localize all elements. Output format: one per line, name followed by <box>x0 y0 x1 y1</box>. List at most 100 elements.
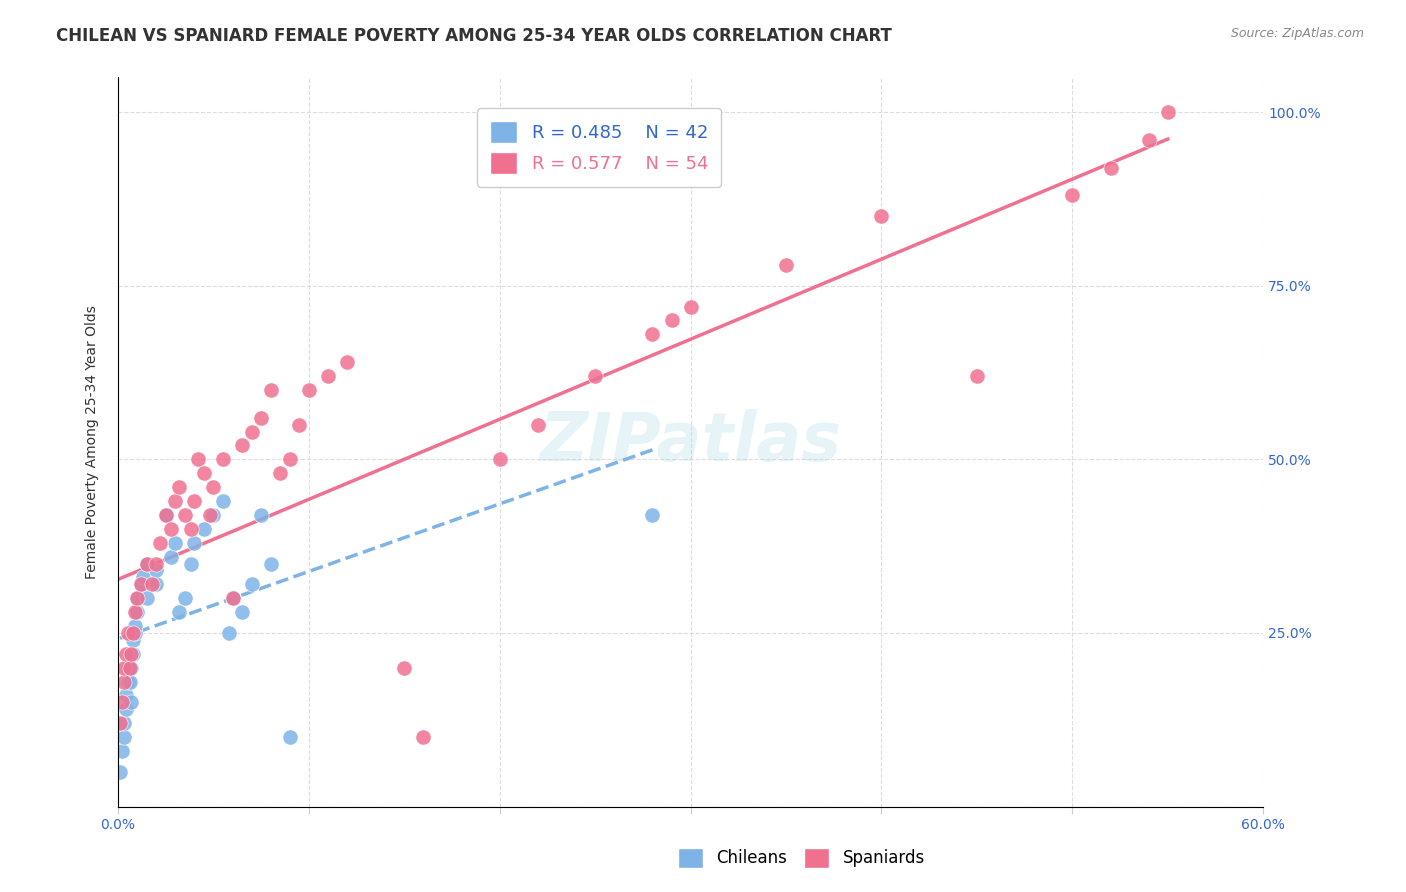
Point <box>120 695 142 709</box>
Point <box>240 425 263 439</box>
Point <box>180 557 202 571</box>
Point <box>120 647 142 661</box>
Point <box>145 557 167 571</box>
Legend: R = 0.485    N = 42, R = 0.577    N = 54: R = 0.485 N = 42, R = 0.577 N = 54 <box>478 108 721 186</box>
Point <box>278 452 301 467</box>
Point <box>127 605 149 619</box>
Point <box>278 730 301 744</box>
Y-axis label: Female Poverty Among 25-34 Year Olds: Female Poverty Among 25-34 Year Olds <box>86 305 100 579</box>
Point <box>336 355 359 369</box>
Point <box>114 702 136 716</box>
Point <box>394 661 416 675</box>
Point <box>117 626 139 640</box>
Text: ZIPatlas: ZIPatlas <box>540 409 842 475</box>
Point <box>141 577 163 591</box>
Point <box>488 452 510 467</box>
Point <box>1157 105 1180 120</box>
Point <box>112 730 135 744</box>
Point <box>288 417 311 432</box>
Point <box>183 494 205 508</box>
Point <box>218 626 240 640</box>
Point <box>108 716 131 731</box>
Point <box>269 467 291 481</box>
Point <box>187 452 209 467</box>
Point <box>1099 161 1122 175</box>
Point <box>124 619 146 633</box>
Point <box>260 383 283 397</box>
Point <box>412 730 434 744</box>
Point <box>212 452 235 467</box>
Point <box>160 522 183 536</box>
Point <box>202 508 225 522</box>
Point <box>250 410 273 425</box>
Point <box>231 605 253 619</box>
Point <box>298 383 321 397</box>
Text: Source: ZipAtlas.com: Source: ZipAtlas.com <box>1230 27 1364 40</box>
Point <box>221 591 243 606</box>
Point <box>108 764 131 779</box>
Point <box>661 313 683 327</box>
Point <box>132 570 155 584</box>
Point <box>112 661 135 675</box>
Point <box>870 210 893 224</box>
Point <box>145 564 167 578</box>
Point <box>193 522 215 536</box>
Point <box>180 522 202 536</box>
Point <box>122 632 145 647</box>
Point <box>124 605 146 619</box>
Point <box>167 480 190 494</box>
Text: CHILEAN VS SPANIARD FEMALE POVERTY AMONG 25-34 YEAR OLDS CORRELATION CHART: CHILEAN VS SPANIARD FEMALE POVERTY AMONG… <box>56 27 893 45</box>
Point <box>1137 133 1160 147</box>
Point <box>260 557 283 571</box>
Point <box>527 417 550 432</box>
Point <box>111 695 134 709</box>
Legend: Chileans, Spaniards: Chileans, Spaniards <box>672 841 931 875</box>
Point <box>250 508 273 522</box>
Point <box>165 535 187 549</box>
Point <box>165 494 187 508</box>
Point <box>155 508 177 522</box>
Point <box>231 438 253 452</box>
Point <box>135 557 157 571</box>
Point <box>183 535 205 549</box>
Point <box>173 508 195 522</box>
Point <box>129 577 152 591</box>
Point <box>129 577 152 591</box>
Point <box>1062 188 1084 202</box>
Point <box>117 674 139 689</box>
Point <box>118 661 141 675</box>
Point <box>641 508 664 522</box>
Point <box>155 508 177 522</box>
Point <box>167 605 190 619</box>
Point <box>641 327 664 342</box>
Point <box>775 258 797 272</box>
Point <box>679 300 702 314</box>
Point <box>145 577 167 591</box>
Point <box>160 549 183 564</box>
Point <box>198 508 221 522</box>
Point <box>127 591 149 606</box>
Point <box>149 535 172 549</box>
Point <box>202 480 225 494</box>
Point <box>118 647 141 661</box>
Point <box>124 626 146 640</box>
Point <box>112 716 135 731</box>
Point <box>135 557 157 571</box>
Point <box>240 577 263 591</box>
Point <box>114 647 136 661</box>
Point <box>135 591 157 606</box>
Point <box>120 661 142 675</box>
Point <box>122 647 145 661</box>
Point <box>212 494 235 508</box>
Point <box>127 591 149 606</box>
Point <box>122 626 145 640</box>
Point <box>173 591 195 606</box>
Point <box>111 744 134 758</box>
Point <box>193 467 215 481</box>
Point <box>583 369 606 384</box>
Point <box>114 689 136 703</box>
Point <box>221 591 243 606</box>
Point <box>118 674 141 689</box>
Point <box>112 674 135 689</box>
Point <box>316 369 339 384</box>
